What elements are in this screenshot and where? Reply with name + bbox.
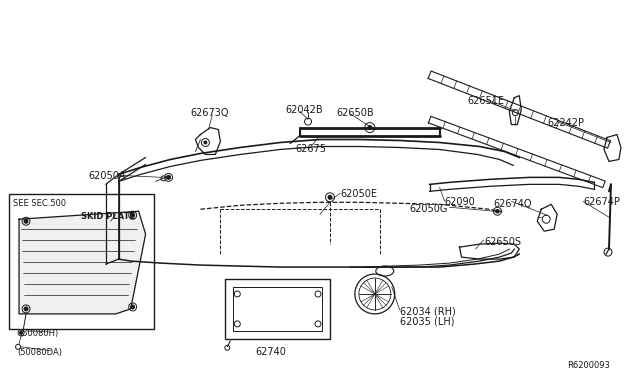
Circle shape <box>166 175 170 179</box>
Circle shape <box>131 305 134 309</box>
Bar <box>9 194 154 329</box>
Circle shape <box>131 213 134 217</box>
Text: 62674P: 62674P <box>583 197 620 207</box>
Circle shape <box>204 141 207 144</box>
Text: 62651E: 62651E <box>467 96 504 106</box>
Text: 62674Q: 62674Q <box>493 199 532 209</box>
Circle shape <box>328 195 332 199</box>
Text: 62242P: 62242P <box>547 118 584 128</box>
Text: 62740: 62740 <box>255 347 286 357</box>
Text: (50080H): (50080H) <box>19 329 58 338</box>
Circle shape <box>24 219 28 223</box>
Circle shape <box>20 331 22 334</box>
Text: R6200093: R6200093 <box>567 361 610 370</box>
Text: 62673Q: 62673Q <box>191 108 229 118</box>
Text: 62050E: 62050E <box>340 189 377 199</box>
Text: 62034 (RH): 62034 (RH) <box>400 307 456 317</box>
Text: 62675: 62675 <box>295 144 326 154</box>
Text: 62050A: 62050A <box>89 171 126 182</box>
Bar <box>234 287 322 331</box>
Circle shape <box>368 126 372 129</box>
Text: (50080DA): (50080DA) <box>17 348 62 357</box>
Circle shape <box>495 209 499 213</box>
Text: 62042B: 62042B <box>285 105 323 115</box>
Text: 62035 (LH): 62035 (LH) <box>400 317 454 327</box>
Text: 62090: 62090 <box>445 197 476 207</box>
Text: 62650S: 62650S <box>484 237 522 247</box>
Text: 62650B: 62650B <box>336 108 374 118</box>
Circle shape <box>24 307 28 311</box>
Text: 62050G: 62050G <box>410 204 448 214</box>
Bar <box>225 279 330 339</box>
Text: SEE SEC.500: SEE SEC.500 <box>13 199 66 208</box>
Text: SKID PLATE: SKID PLATE <box>81 212 135 221</box>
Polygon shape <box>19 211 146 314</box>
